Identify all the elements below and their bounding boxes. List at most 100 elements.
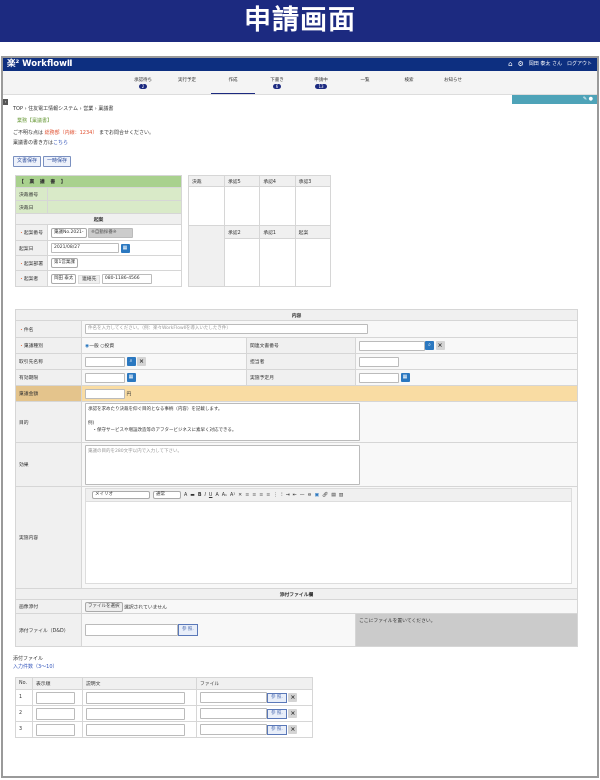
order-input[interactable] — [36, 723, 75, 736]
home-icon[interactable]: ⌂ — [508, 60, 513, 68]
browse-button[interactable]: 参 照. — [178, 624, 198, 636]
underline-icon[interactable]: U — [208, 492, 213, 498]
search-icon[interactable]: ⌕ — [126, 357, 136, 366]
order-input[interactable] — [36, 691, 75, 704]
clear-format-icon[interactable]: ✕ — [238, 492, 243, 498]
browse-button[interactable]: 参 照. — [267, 724, 287, 735]
count-badge: 13 — [315, 84, 327, 89]
author-label: 起案者 — [15, 270, 48, 287]
table-icon[interactable]: ▤ — [331, 492, 336, 498]
file-input[interactable] — [200, 692, 267, 703]
desc-input[interactable] — [86, 723, 185, 736]
tab-create[interactable]: 作成 — [211, 71, 255, 94]
sidebar-toggle[interactable]: › — [3, 99, 8, 105]
notice-text: ご不明な点は — [13, 130, 44, 136]
contact-input[interactable]: 080-1186-4566 — [101, 273, 152, 284]
count-link[interactable]: 入力件数（3～10） — [13, 664, 58, 670]
desc-input[interactable] — [86, 707, 185, 720]
impl-input[interactable] — [359, 372, 399, 383]
amount-input[interactable] — [85, 388, 125, 399]
dd-file-input[interactable] — [85, 624, 178, 636]
client-input[interactable] — [85, 356, 125, 367]
font-color-icon[interactable]: A — [184, 492, 188, 498]
tab-news[interactable]: お知らせ — [431, 71, 475, 94]
tab-approval-wait[interactable]: 承認待ち 2 — [121, 71, 165, 94]
desc-input[interactable] — [86, 691, 185, 704]
effect-textarea[interactable]: 稟議の目的を280文字以内で入力して下さい。 — [85, 444, 360, 485]
stamp-cell — [188, 186, 225, 226]
drop-zone[interactable]: ここにファイルを置いてください。 — [355, 613, 578, 647]
kian-date-input[interactable]: 2021/08/27 — [51, 243, 119, 253]
delete-icon[interactable]: × — [288, 693, 298, 702]
image-icon[interactable]: ▣ — [314, 492, 320, 498]
calendar-icon[interactable]: ▦ — [126, 373, 136, 382]
logout-link[interactable]: ログアウト — [566, 61, 592, 67]
calendar-icon[interactable]: ▦ — [400, 373, 410, 382]
italic-icon[interactable]: I — [204, 492, 206, 498]
ordered-list-icon[interactable]: ⋮ — [273, 492, 279, 498]
howto-link[interactable]: こちら — [53, 140, 69, 146]
outdent-icon[interactable]: ⇤ — [292, 492, 297, 498]
tab-drafts[interactable]: 下書き 6 — [255, 71, 299, 94]
font-select[interactable]: メイリオ — [92, 491, 150, 499]
source-icon[interactable]: ▥ — [338, 492, 344, 498]
impl-label: 実施予定月 — [246, 369, 356, 386]
clear-icon[interactable]: × — [435, 341, 445, 350]
align-right-icon[interactable]: ≡ — [259, 492, 264, 498]
kian-no-select[interactable]: 稟議No.2021- — [51, 227, 87, 238]
app-logo[interactable]: 楽² WorkflowⅡ — [7, 59, 73, 69]
related-label: 関連文書番号 — [246, 337, 356, 354]
tab-list[interactable]: 一覧 — [343, 71, 387, 94]
link-icon[interactable]: 🔗︎ — [322, 492, 329, 498]
unlink-icon[interactable]: ⊖ — [307, 492, 312, 498]
subject-input[interactable]: 件名を入力してください。（例：楽々WorkFlowⅡを導入いたしたき件） — [85, 324, 368, 334]
size-select[interactable]: 通常 — [153, 491, 181, 499]
stamp-cell — [294, 238, 332, 287]
browse-button[interactable]: 参 照. — [267, 708, 287, 719]
tab-label: 検索 — [404, 78, 414, 83]
related-input[interactable] — [359, 340, 425, 351]
hr-icon[interactable]: — — [299, 492, 305, 498]
approval-header: 承認1 — [259, 225, 296, 239]
purpose-textarea[interactable]: 承認を求めたり決裁を仰ぐ目的となる事柄（内容）を記載します。 例) ・保守サービス… — [85, 403, 360, 441]
detail-editor[interactable] — [85, 502, 572, 584]
radio-investment[interactable]: ○ — [100, 344, 105, 349]
tab-scheduled[interactable]: 実行予定 — [165, 71, 209, 94]
bullet-list-icon[interactable]: ⁝ — [281, 492, 283, 498]
choose-file-button[interactable]: ファイルを選択 — [85, 601, 123, 612]
gear-icon[interactable]: ⚙ — [517, 60, 524, 68]
save-document-button[interactable]: 文書保存 — [13, 156, 42, 167]
align-center-icon[interactable]: ≡ — [252, 492, 257, 498]
author-select[interactable]: 岡田 泰太 — [51, 273, 77, 284]
file-input[interactable] — [200, 708, 267, 719]
search-icon[interactable]: ⌕ — [425, 341, 434, 350]
justify-icon[interactable]: ≡ — [266, 492, 271, 498]
section-heading: 内容 — [15, 309, 578, 321]
delete-icon[interactable]: × — [288, 709, 298, 718]
subscript-icon[interactable]: A₁ — [221, 492, 227, 498]
superscript-icon[interactable]: A¹ — [229, 492, 236, 498]
temp-save-button[interactable]: 一時保存 — [43, 156, 72, 167]
settings-icon[interactable]: ● — [588, 96, 593, 102]
align-left-icon[interactable]: ≡ — [245, 492, 250, 498]
bold-icon[interactable]: B — [197, 492, 202, 498]
file-input[interactable] — [200, 724, 267, 735]
browse-button[interactable]: 参 照. — [267, 692, 287, 703]
tab-in-progress[interactable]: 申請中 13 — [299, 71, 343, 94]
order-input[interactable] — [36, 707, 75, 720]
edit-icon[interactable]: ✎ — [582, 96, 588, 102]
calendar-icon[interactable]: ▦ — [120, 243, 130, 253]
attach-heading: 添付ファイル欄 — [15, 588, 578, 600]
strike-icon[interactable]: A — [215, 492, 219, 498]
valid-input[interactable] — [85, 372, 125, 383]
bg-color-icon[interactable]: ▬ — [190, 492, 195, 498]
radio-general[interactable]: ◉ — [85, 344, 90, 349]
tab-search[interactable]: 検索 — [387, 71, 431, 94]
dept-select[interactable]: 第1営業課 — [51, 258, 78, 268]
indent-icon[interactable]: ⇥ — [285, 492, 290, 498]
delete-icon[interactable]: × — [288, 725, 298, 734]
kian-date-label: 起案日 — [15, 240, 48, 256]
clear-icon[interactable]: × — [137, 357, 147, 366]
person-input[interactable] — [359, 356, 399, 367]
